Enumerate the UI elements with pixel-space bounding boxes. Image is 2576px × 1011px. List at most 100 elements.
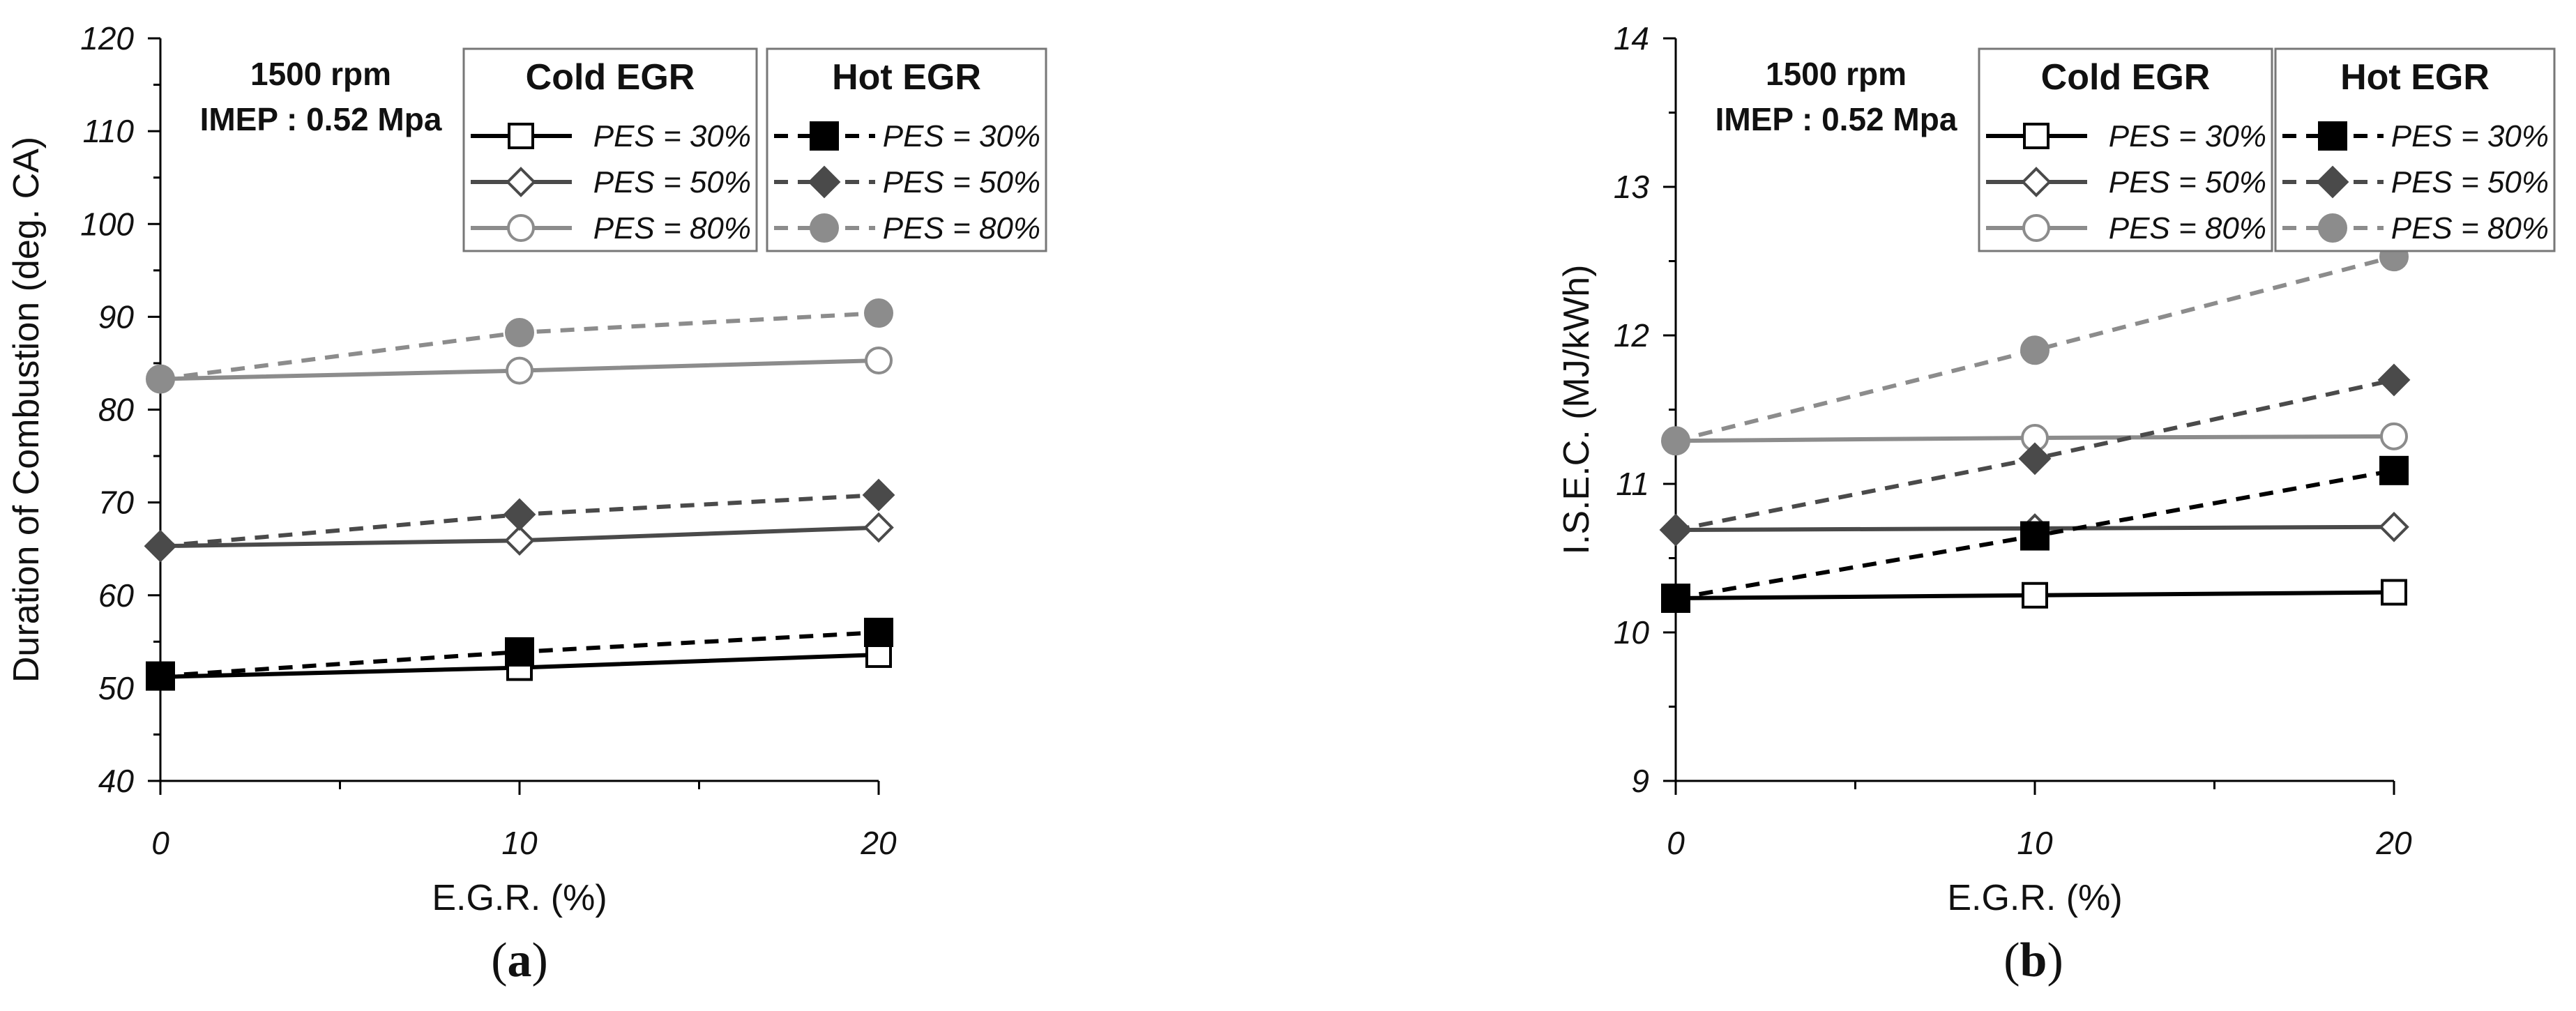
panel-a-legend-entry: PES = 50% <box>883 165 1040 199</box>
panel-b-data-point <box>2020 335 2050 365</box>
panel-b-x-tick-label: 10 <box>2017 825 2053 861</box>
panel-a-legend-marker <box>810 213 839 243</box>
panel-b-legend-marker <box>2022 214 2050 242</box>
panel-b-legend-cold: Cold EGR PES = 30% PES = 50% PES = 80% <box>1978 47 2273 252</box>
panel-b-y-tick-label: 12 <box>1614 317 1649 354</box>
panel-a-panel-label: (a) <box>491 934 548 987</box>
panel-b-data-point <box>1661 426 1690 456</box>
panel-a-legend-entry: PES = 30% <box>593 119 751 153</box>
panel-b-legend-entry: PES = 80% <box>2109 211 2266 245</box>
panel-a-y-tick-label: 50 <box>98 670 135 706</box>
panel-b-data-point <box>2380 422 2408 450</box>
panel-b-data-point <box>2018 442 2052 476</box>
panel-a-legend-heading: Cold EGR <box>526 57 695 98</box>
panel-b-panel-label: (b) <box>2003 934 2063 987</box>
panel-b-legend-marker <box>2316 165 2349 199</box>
panel-a-series-hot-4 <box>144 478 895 563</box>
panel-a-legend-hot: Hot EGR PES = 30% PES = 50% PES = 80% <box>766 47 1047 252</box>
panel-b-x-tick-label: 0 <box>1667 825 1685 861</box>
panel-a-y-tick-label: 90 <box>98 298 135 335</box>
panel-b-data-point <box>2379 455 2409 485</box>
panel-a-legend-marker <box>506 167 536 197</box>
panel-b-legend-heading: Cold EGR <box>2041 57 2211 98</box>
panel-a-data-point <box>862 478 895 512</box>
panel-b-condition-text: 1500 rpm <box>1766 56 1907 92</box>
panel-a-data-point <box>503 498 536 531</box>
panel-a-y-tick-label: 40 <box>98 763 135 799</box>
panel-b-legend-marker <box>2318 121 2347 151</box>
panel-b-y-tick-label: 9 <box>1631 763 1649 799</box>
panel-a-y-axis-title: Duration of Combustion (deg. CA) <box>6 137 47 683</box>
panel-a-x-tick-label: 0 <box>151 825 169 861</box>
panel-b-legend-entry: PES = 50% <box>2109 165 2266 199</box>
panel-a-condition-text: 1500 rpm <box>250 56 391 92</box>
panel-b-data-point <box>2381 579 2407 606</box>
panel-b-y-tick-label: 10 <box>1614 614 1650 651</box>
panel-b-data-point <box>1659 513 1692 547</box>
panel-a-data-point <box>864 298 893 328</box>
panel-a-y-tick-label: 60 <box>98 577 135 614</box>
panel-b-data-point <box>2377 363 2411 397</box>
panel-b-legend-heading: Hot EGR <box>2340 57 2490 98</box>
panel-a-legend-heading: Hot EGR <box>832 57 981 98</box>
panel-a-data-point <box>865 346 893 374</box>
panel-b-series-hot-3 <box>1661 455 2409 614</box>
panel-a-panel-label-open: ( <box>491 934 507 987</box>
panel-b-y-tick-label: 11 <box>1616 466 1649 502</box>
panel-a-y-tick-label: 100 <box>80 206 134 242</box>
panel-a-legend-entry: PES = 50% <box>593 165 751 199</box>
panel-a-series-hot-5 <box>146 298 893 394</box>
panel-b-y-axis-title: I.S.E.C. (MJ/kWh) <box>1556 265 1597 555</box>
panel-b-y-tick-label: 14 <box>1614 20 1649 56</box>
panel-b-legend-marker <box>2318 213 2347 243</box>
panel-a-data-point <box>505 318 534 348</box>
panel-a-y-tick-label: 120 <box>80 20 134 56</box>
panel-a-x-tick-label: 10 <box>501 825 538 861</box>
panel-a-x-axis-title: E.G.R. (%) <box>432 878 607 918</box>
panel-b-series-hot-5 <box>1661 242 2409 456</box>
panel-a-legend-marker <box>810 121 839 151</box>
panel-b-legend-entry: PES = 30% <box>2391 119 2549 153</box>
panel-a-legend-marker <box>508 123 534 149</box>
panel-b-data-point <box>2379 511 2409 542</box>
panel-a-data-point <box>144 529 177 563</box>
panel-b-legend-marker <box>2021 167 2052 197</box>
panel-a-chart: 40 50 60 70 80 90 100 110 120 0 10 20 E.G.R. (%) Dura… <box>6 20 1047 987</box>
panel-a-panel-label-letter: a <box>508 934 532 987</box>
panel-a-legend-marker <box>808 165 841 199</box>
panel-a-legend-entry: PES = 30% <box>883 119 1040 153</box>
panel-a-data-point <box>505 637 534 667</box>
panel-b-x-tick-label: 20 <box>2375 825 2412 861</box>
panel-b-legend-entry: PES = 50% <box>2391 165 2549 199</box>
panel-a-series-cold-2 <box>146 346 893 393</box>
panel-a-data-point <box>864 618 893 647</box>
panel-a-y-tick-label: 70 <box>98 485 135 521</box>
panel-a-legend-cold: Cold EGR PES = 30% PES = 50% PES = 80% <box>462 47 758 252</box>
panel-a-condition-text: IMEP : 0.52 Mpa <box>200 101 442 137</box>
panel-a-x-tick-label: 20 <box>860 825 897 861</box>
panel-b-panel-label-close: ) <box>2047 934 2063 987</box>
panel-b-x-axis-title: E.G.R. (%) <box>1947 878 2122 918</box>
panel-b-series-line <box>1675 254 2395 443</box>
panel-b-legend-entry: PES = 30% <box>2109 119 2266 153</box>
panel-a-data-point <box>504 525 535 556</box>
panel-a-y-tick-label: 80 <box>98 392 135 428</box>
panel-a-legend-entry: PES = 80% <box>883 211 1040 245</box>
panel-b-data-point <box>1661 584 1690 614</box>
panel-a-data-point <box>146 661 175 691</box>
panel-a-series-hot-3 <box>146 618 893 691</box>
panel-b-data-point <box>2020 521 2050 551</box>
panel-b-chart: 9 10 11 12 13 14 0 10 20 E.G.R. (%) I.S.E.C. (MJ/k… <box>1556 20 2556 987</box>
panel-a-data-point <box>863 512 894 543</box>
panel-a-legend-entry: PES = 80% <box>593 211 751 245</box>
panel-b-panel-label-open: ( <box>2003 934 2020 987</box>
panel-a-data-point <box>146 364 175 394</box>
panel-b-series-cold-0 <box>1662 579 2407 612</box>
panel-a-y-tick-label: 110 <box>83 113 135 149</box>
panel-b-series-hot-4 <box>1659 363 2411 547</box>
panel-a-data-point <box>506 356 533 385</box>
panel-a-legend-marker <box>507 214 535 242</box>
panel-b-data-point <box>2022 581 2048 609</box>
panel-b-legend-hot: Hot EGR PES = 30% PES = 50% PES = 80% <box>2274 47 2556 252</box>
